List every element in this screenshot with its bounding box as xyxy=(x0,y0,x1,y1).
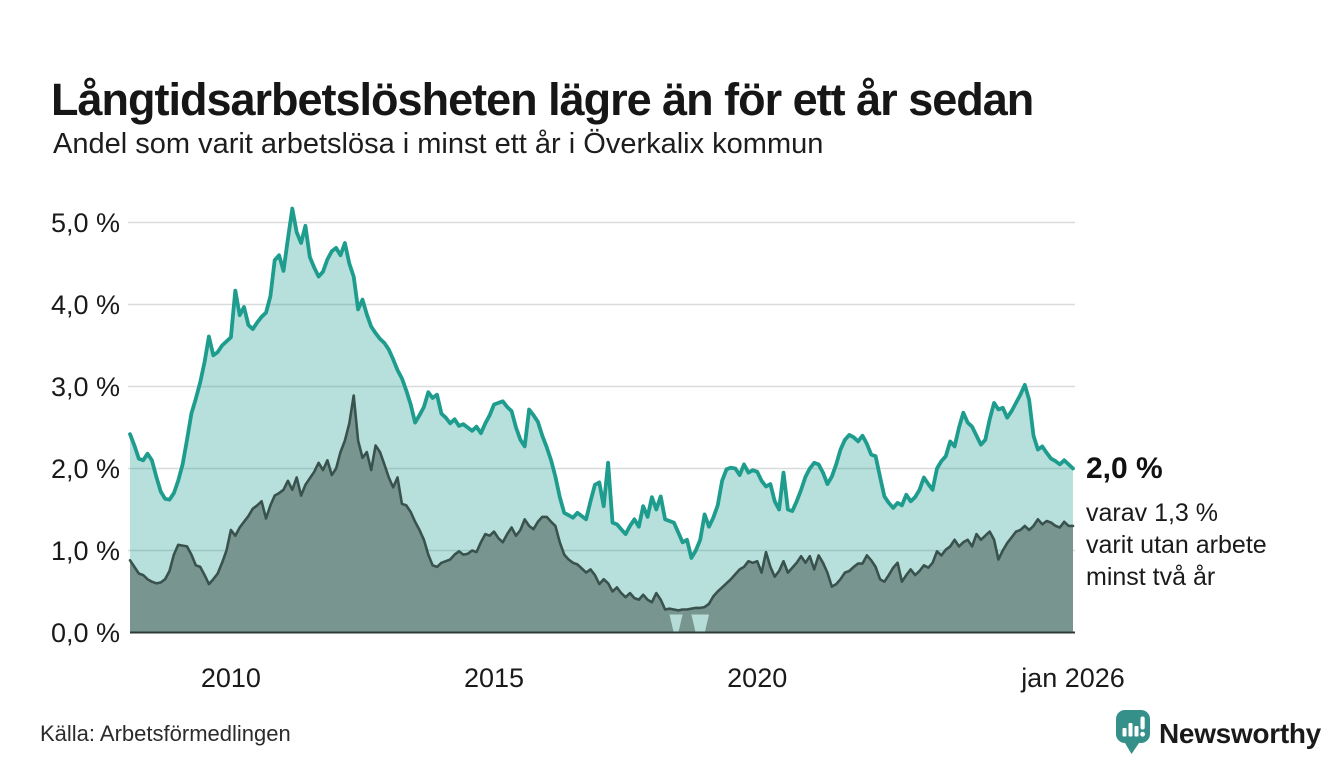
end-value-annotation: 2,0 % varav 1,3 % varit utan arbete mins… xyxy=(1086,452,1326,593)
y-axis-tick-label: 1,0 % xyxy=(51,536,120,566)
annotation-current-value: 2,0 % xyxy=(1086,452,1163,485)
y-axis-tick-label: 2,0 % xyxy=(51,454,120,484)
series-line-two-years xyxy=(128,394,1075,612)
chart-area: 0,0 % 1,0 % 2,0 % 3,0 % 4,0 % 5,0 % 2010 2015 20… xyxy=(0,190,1340,710)
page-title: Långtidsarbetslösheten lägre än för ett … xyxy=(51,74,1034,126)
annotation-detail: varav 1,3 % varit utan arbete minst två … xyxy=(1086,497,1326,593)
page-subtitle: Andel som varit arbetslösa i minst ett å… xyxy=(53,128,824,160)
x-axis-tick-label: 2020 xyxy=(727,663,787,693)
newsworthy-logo-icon xyxy=(1116,710,1150,754)
annotation-line: minst två år xyxy=(1086,563,1216,591)
x-axis-tick-label: 2010 xyxy=(201,663,261,693)
x-axis-tick-label: 2015 xyxy=(464,663,524,693)
logo-exclamation-stem xyxy=(1140,716,1145,730)
logo-bubble-shape xyxy=(1116,710,1150,754)
logo-exclamation-dot xyxy=(1140,731,1145,737)
series-line-total xyxy=(128,206,1075,560)
data-gap-notch xyxy=(691,614,709,632)
y-axis-tick-label: 0,0 % xyxy=(51,618,120,648)
data-gap-notch xyxy=(669,614,683,632)
x-axis-tick-label: jan 2026 xyxy=(1020,663,1125,693)
newsworthy-logo-text: Newsworthy xyxy=(1159,718,1321,749)
logo-bar xyxy=(1128,723,1133,737)
source-attribution: Källa: Arbetsförmedlingen xyxy=(40,721,291,746)
y-axis-tick-label: 5,0 % xyxy=(51,208,120,238)
y-axis-tick-label: 3,0 % xyxy=(51,372,120,402)
newsworthy-logo: Newsworthy xyxy=(1116,710,1321,755)
logo-bar xyxy=(1122,728,1127,737)
y-axis-tick-label: 4,0 % xyxy=(51,290,120,320)
logo-bar xyxy=(1134,726,1139,737)
unemployment-area-chart: 0,0 % 1,0 % 2,0 % 3,0 % 4,0 % 5,0 % 2010 2015 20… xyxy=(51,206,1125,693)
annotation-line: varit utan arbete xyxy=(1086,531,1267,559)
annotation-line: varav 1,3 % xyxy=(1086,499,1219,527)
